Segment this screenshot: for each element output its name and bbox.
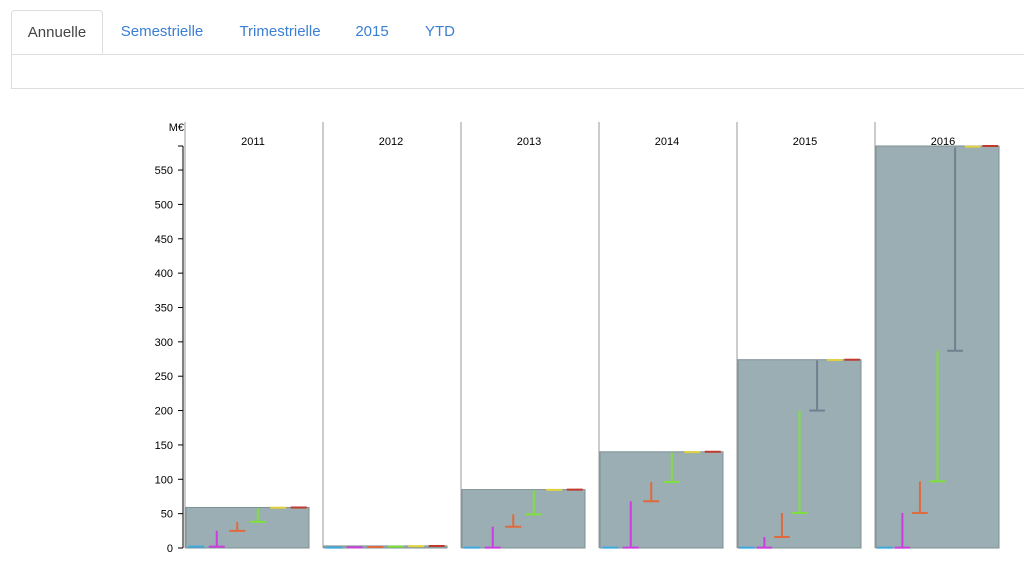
- y-tick-label: 500: [155, 199, 173, 211]
- tab-2015[interactable]: 2015: [355, 23, 389, 40]
- y-tick-label: 200: [155, 406, 173, 418]
- tab-content-panel: [11, 54, 1024, 89]
- y-tick-label: 150: [155, 440, 173, 452]
- panel-year-label: 2016: [931, 136, 955, 148]
- y-tick-label: 300: [155, 337, 173, 349]
- y-axis-unit: M€: [169, 122, 184, 134]
- panel-year-label: 2012: [379, 136, 403, 148]
- tab-trimestrielle[interactable]: Trimestrielle: [239, 23, 321, 40]
- total-bar: [599, 451, 724, 549]
- y-tick-label: 0: [167, 543, 173, 555]
- panel-year-label: 2014: [655, 136, 679, 148]
- y-tick-label: 100: [155, 474, 173, 486]
- y-tick-label: 450: [155, 234, 173, 246]
- tab-ytd[interactable]: YTD: [425, 23, 455, 40]
- panel-year-label: 2013: [517, 136, 541, 148]
- y-tick-label: 400: [155, 268, 173, 280]
- y-tick-label: 50: [161, 509, 173, 521]
- total-bar: [875, 145, 1000, 549]
- y-tick-label: 550: [155, 165, 173, 177]
- total-bar: [185, 506, 310, 549]
- total-bar: [323, 545, 448, 549]
- tab-bar: Annuelle Semestrielle Trimestrielle 2015…: [11, 10, 1024, 55]
- total-bar: [461, 489, 586, 549]
- tab-annuelle[interactable]: Annuelle: [11, 10, 103, 54]
- y-tick-label: 350: [155, 302, 173, 314]
- panel-year-label: 2015: [793, 136, 817, 148]
- y-tick-label: 250: [155, 371, 173, 383]
- tab-semestrielle[interactable]: Semestrielle: [120, 23, 204, 40]
- panel-year-label: 2011: [241, 136, 265, 148]
